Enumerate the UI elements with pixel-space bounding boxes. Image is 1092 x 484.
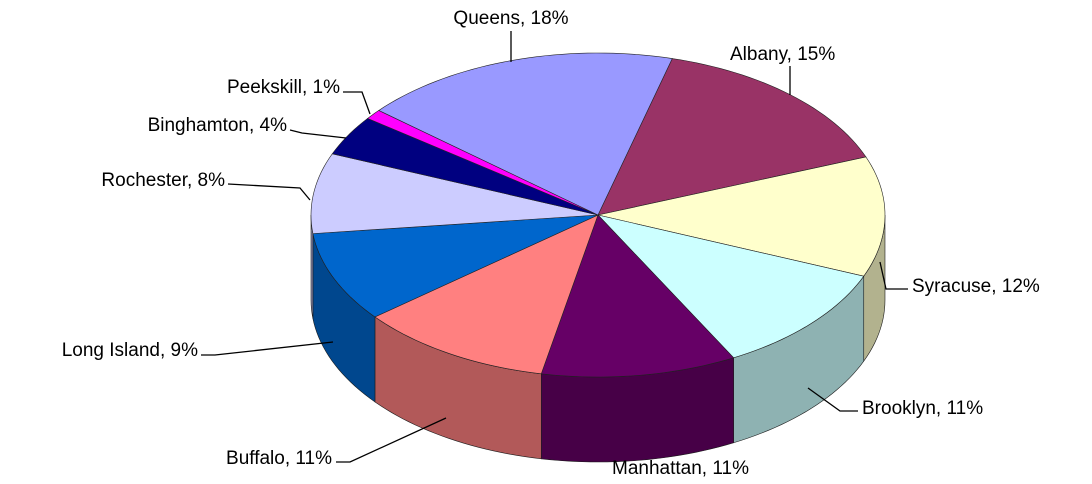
slice	[312, 214, 599, 318]
leader-line	[227, 183, 311, 201]
leader-line	[343, 91, 371, 115]
data-label: Rochester, 8%	[101, 170, 225, 191]
slice-side-shade	[312, 233, 375, 402]
data-label: Albany, 15%	[730, 44, 835, 65]
slice	[331, 118, 599, 216]
leader-line	[879, 261, 908, 290]
slice	[374, 214, 599, 375]
leader-line	[336, 417, 447, 463]
leader-line	[201, 341, 334, 356]
slice	[378, 52, 673, 216]
data-label: Peekskill, 1%	[227, 77, 340, 98]
slice	[597, 156, 886, 277]
leader-line	[807, 387, 858, 412]
slice	[597, 214, 865, 359]
slice-side-shade	[311, 215, 313, 319]
data-label: Queens, 18%	[453, 8, 568, 29]
slice-side-shade	[374, 316, 542, 459]
data-label: Buffalo, 11%	[226, 448, 332, 469]
leader-line	[289, 129, 347, 139]
data-label: Binghamton, 4%	[148, 115, 288, 136]
slice	[310, 153, 599, 234]
slice-side-shade	[863, 215, 885, 362]
data-label: Syracuse, 12%	[912, 276, 1040, 297]
data-label: Long Island, 9%	[62, 340, 198, 361]
slice-side-shade	[733, 276, 864, 443]
data-label: Brooklyn, 11%	[862, 398, 983, 419]
slice-side-shade	[541, 357, 734, 462]
data-label: Manhattan, 11%	[612, 458, 749, 479]
slice	[540, 214, 735, 378]
